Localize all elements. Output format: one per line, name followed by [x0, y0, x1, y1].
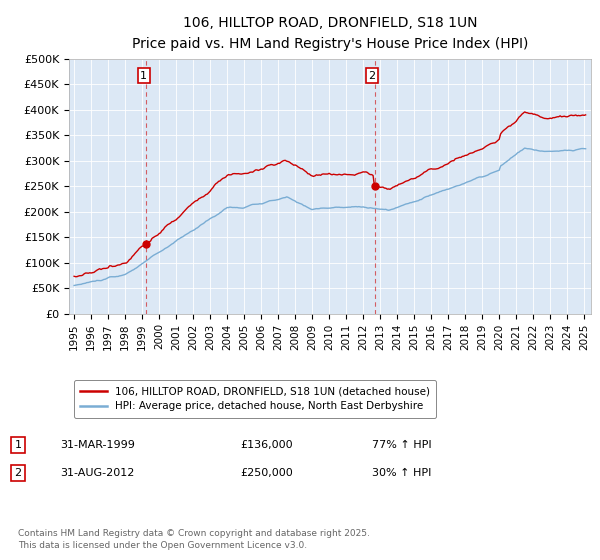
Text: 2: 2 — [14, 468, 22, 478]
Text: £250,000: £250,000 — [240, 468, 293, 478]
Text: 1: 1 — [140, 71, 148, 81]
Text: £136,000: £136,000 — [240, 440, 293, 450]
Legend: 106, HILLTOP ROAD, DRONFIELD, S18 1UN (detached house), HPI: Average price, deta: 106, HILLTOP ROAD, DRONFIELD, S18 1UN (d… — [74, 380, 436, 418]
Text: 2: 2 — [368, 71, 376, 81]
Text: 31-MAR-1999: 31-MAR-1999 — [60, 440, 135, 450]
Text: 30% ↑ HPI: 30% ↑ HPI — [372, 468, 431, 478]
Text: 31-AUG-2012: 31-AUG-2012 — [60, 468, 134, 478]
Text: Contains HM Land Registry data © Crown copyright and database right 2025.
This d: Contains HM Land Registry data © Crown c… — [18, 529, 370, 550]
Text: 77% ↑ HPI: 77% ↑ HPI — [372, 440, 431, 450]
Text: 1: 1 — [14, 440, 22, 450]
Title: 106, HILLTOP ROAD, DRONFIELD, S18 1UN
Price paid vs. HM Land Registry's House Pr: 106, HILLTOP ROAD, DRONFIELD, S18 1UN Pr… — [132, 16, 528, 51]
